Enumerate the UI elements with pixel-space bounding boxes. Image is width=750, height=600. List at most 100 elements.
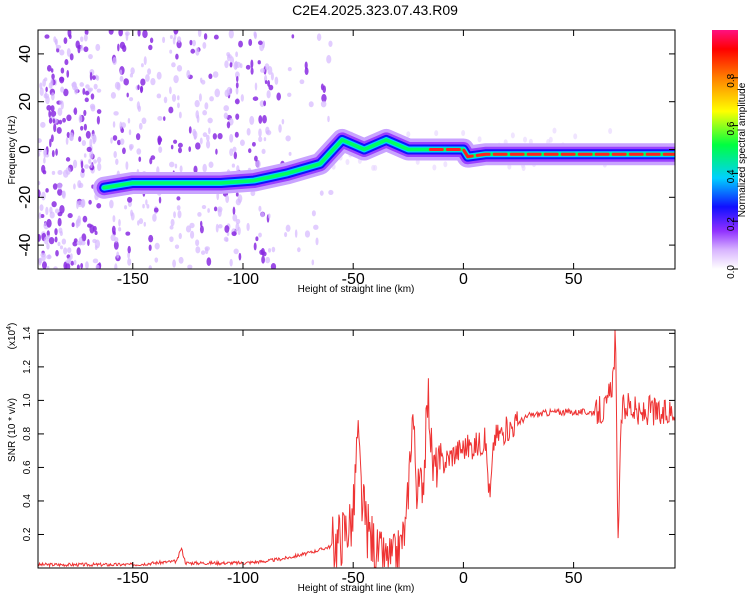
spectrogram-noise-blob (92, 258, 99, 264)
spectrogram-noise-blob (188, 146, 192, 153)
spectrogram-noise-blob (73, 107, 78, 115)
spectrogram-noise-blob (77, 180, 82, 189)
spectrogram-noise-blob (50, 68, 54, 73)
spectrogram-noise-blob (61, 190, 66, 199)
spectrogram-noise-blob (229, 133, 234, 143)
spectrogram-noise-blob (62, 117, 66, 123)
spectrogram-noise-blob (259, 43, 265, 52)
spectrogram-noise-blob (208, 73, 213, 80)
spectrogram-noise-blob (58, 119, 63, 125)
spectrogram-noise-blob (76, 264, 80, 269)
spectrogram-noise-blob (288, 151, 292, 156)
spectrogram-noise-blob (89, 103, 96, 110)
spectrogram-noise-blob (80, 262, 84, 269)
spectrogram-noise-blob (66, 69, 70, 78)
spectrogram-noise-blob (52, 183, 58, 190)
spectrogram-noise-blob (112, 135, 118, 141)
spectrogram-noise-blob (84, 90, 90, 96)
spectrogram-noise-blob (235, 113, 240, 120)
spectrogram-noise-blob (223, 112, 229, 119)
spectrogram-noise-blob (171, 93, 177, 102)
spectrogram-noise-blob (43, 157, 46, 164)
spectrogram-noise-blob (126, 92, 129, 98)
spectrogram-noise-blob (173, 30, 179, 35)
spectrogram-noise-blob (223, 105, 230, 112)
colorbar-label: Normalized spectral amplitude (737, 82, 748, 217)
spectrogram-noise-blob (125, 231, 131, 236)
spectrogram-noise-blob (93, 83, 98, 90)
spectrogram-noise-blob (434, 130, 439, 137)
spectrogram-noise-blob (96, 203, 102, 209)
spectrogram-noise-blob (199, 77, 203, 83)
spectrogram-noise-blob (149, 157, 153, 165)
snr-line-group (38, 330, 675, 568)
spectrogram-noise-blob (246, 222, 250, 232)
spectrogram-noise-blob (45, 188, 49, 193)
spectrogram-noise-blob (84, 97, 89, 103)
spectrogram-noise-blob (177, 102, 180, 109)
spectrogram-noise-blob (198, 93, 202, 102)
spectrogram-noise-blob (119, 121, 123, 130)
spectrogram-noise-blob (188, 126, 192, 134)
colorbar-tick-label: 0.8 (726, 73, 737, 87)
spectrogram-noise-blob (46, 64, 52, 72)
spectrogram-noise-blob (57, 107, 63, 116)
spectrogram-noise-blob (55, 148, 58, 156)
spectrogram-noise-blob (85, 84, 90, 89)
spectrogram-noise-blob (271, 246, 276, 253)
spectrogram-noise-blob (240, 94, 244, 102)
spectrogram-noise-blob (291, 34, 295, 39)
snr-y-tick-label: 0.4 (22, 494, 33, 508)
spectrogram-noise-blob (53, 123, 57, 133)
spectrogram-noise-blob (78, 114, 83, 124)
spectrogram-noise-blob (195, 47, 200, 56)
spectrogram-noise-blob (96, 156, 102, 164)
spectrogram-noise-blob (46, 265, 50, 269)
spectrogram-noise-blob (212, 133, 217, 140)
spectrogram-noise-blob (261, 148, 266, 155)
spectrogram-noise-blob (69, 253, 73, 260)
spectrogram-noise-blob (89, 138, 93, 148)
spectrogram-noise-blob (49, 138, 52, 148)
spectrogram-noise-blob (140, 86, 143, 94)
spectrogram-noise-blob (146, 204, 150, 209)
spectrogram-noise-blob (163, 96, 168, 104)
spectrogram-noise-blob (199, 137, 203, 145)
spectrogram-noise-blob (246, 128, 251, 136)
spectrogram-noise-blob (61, 238, 67, 245)
spectrogram-noise-blob (51, 201, 57, 208)
colorbar-tick-label: 0.4 (726, 169, 737, 183)
spectrogram-noise-blob (285, 224, 291, 232)
spectrogram-noise-blob (54, 208, 60, 214)
spectrogram-noise-blob (80, 125, 84, 131)
spectrogram-noise-blob (110, 91, 116, 99)
spectrogram-noise-blob (119, 75, 124, 82)
spectrogram-noise-blob (71, 222, 75, 228)
colorbar: 0.0 0.2 0.4 0.6 0.8 Normalized spectral ampl… (712, 30, 748, 279)
spectrogram-noise-blob (59, 49, 65, 56)
spectrogram-noise-blob (190, 48, 196, 54)
spectrogram-noise-blob (224, 225, 230, 233)
spectrogram-noise-blob (226, 86, 233, 96)
spectrogram-noise-blob (72, 241, 78, 247)
spectrogram-noise-blob (172, 259, 176, 268)
spectrogram-noise-blob (48, 237, 55, 245)
spectrogram-noise-blob (123, 78, 129, 86)
spectrogram-noise-blob (138, 122, 143, 130)
spectrogram-noise-blob (39, 82, 43, 90)
spectrogram-noise-blob (195, 246, 201, 254)
spectrogram-noise-blob (140, 63, 144, 68)
spectrogram-noise-blob (55, 249, 59, 257)
spectrogram-noise-blob (179, 165, 183, 173)
spectrogram-noise-blob (281, 118, 285, 125)
spectrogram-noise-blob (65, 137, 69, 145)
spectrogram-noise-blob (299, 79, 305, 85)
spectrogram-noise-blob (153, 207, 159, 213)
spectrogram-noise-blob (239, 139, 245, 146)
spectrogram-noise-blob (89, 71, 93, 81)
spectrogram-noise-blob (276, 92, 281, 101)
spectrogram-noise-blob (136, 148, 142, 155)
spectrogram-noise-blob (186, 70, 191, 79)
spectrogram-noise-blob (264, 63, 270, 71)
